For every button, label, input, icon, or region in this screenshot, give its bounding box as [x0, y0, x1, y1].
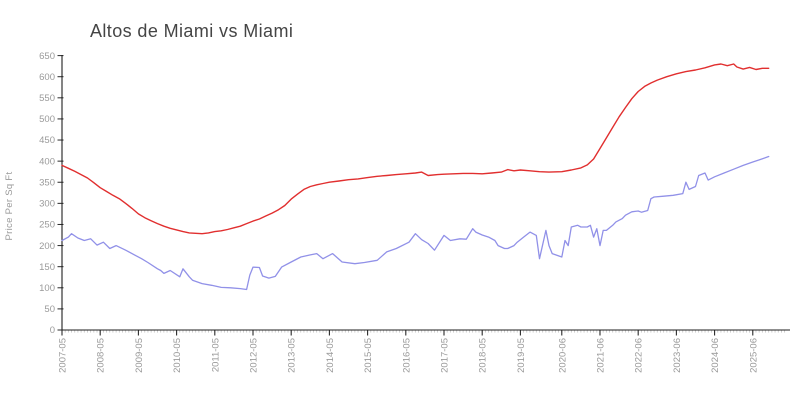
chart-title: Altos de Miami vs Miami: [90, 21, 293, 41]
x-axis-major-ticks: [61, 330, 754, 336]
x-tick-label: 2007-05: [58, 338, 69, 373]
x-tick-label: 2022-06: [634, 338, 645, 373]
y-tick-label: 0: [50, 325, 55, 336]
y-tick-label: 550: [39, 93, 55, 104]
y-tick-label: 100: [39, 283, 55, 294]
x-tick-label: 2009-05: [134, 338, 145, 373]
x-tick-label: 2010-05: [172, 338, 183, 373]
x-tick-label: 2011-05: [210, 338, 221, 372]
x-tick-label: 2013-05: [287, 338, 298, 373]
y-axis-labels: 0 50 100 150 200 250 300 350 400 450 500 550 600 650: [39, 51, 55, 336]
x-tick-label: 2014-05: [325, 338, 336, 373]
y-tick-label: 150: [39, 262, 55, 273]
x-tick-label: 2017-05: [440, 338, 451, 373]
y-tick-label: 450: [39, 135, 55, 146]
x-tick-label: 2025-06: [748, 338, 759, 373]
y-axis-title: Price Per Sq Ft: [4, 171, 15, 240]
y-tick-label: 50: [44, 304, 55, 315]
y-tick-label: 500: [39, 114, 55, 125]
y-tick-label: 350: [39, 177, 55, 188]
y-tick-label: 400: [39, 156, 55, 167]
x-tick-label: 2016-05: [401, 338, 412, 373]
x-tick-label: 2020-06: [557, 338, 568, 373]
plot-area: 2007-05 2008-05 2009-05 2010-05 2011-05 2012-…: [39, 51, 790, 373]
y-tick-label: 600: [39, 72, 55, 83]
x-tick-label: 2012-05: [249, 338, 260, 373]
y-tick-label: 650: [39, 51, 55, 62]
x-axis-labels: 2007-05 2008-05 2009-05 2010-05 2011-05 2012-…: [58, 338, 760, 373]
altos-de-miami-line: [61, 63, 770, 235]
x-tick-label: 2019-05: [516, 338, 527, 373]
x-tick-label: 2024-06: [710, 338, 721, 373]
y-tick-label: 300: [39, 199, 55, 210]
x-tick-label: 2021-06: [595, 338, 606, 373]
miami-line: [61, 155, 770, 291]
y-tick-label: 250: [39, 220, 55, 231]
x-tick-label: 2015-05: [363, 338, 374, 373]
x-tick-label: 2018-05: [478, 338, 489, 373]
x-tick-label: 2023-06: [672, 338, 683, 373]
y-axis-ticks: [57, 55, 64, 331]
y-tick-label: 200: [39, 241, 55, 252]
x-tick-label: 2008-05: [96, 338, 107, 373]
